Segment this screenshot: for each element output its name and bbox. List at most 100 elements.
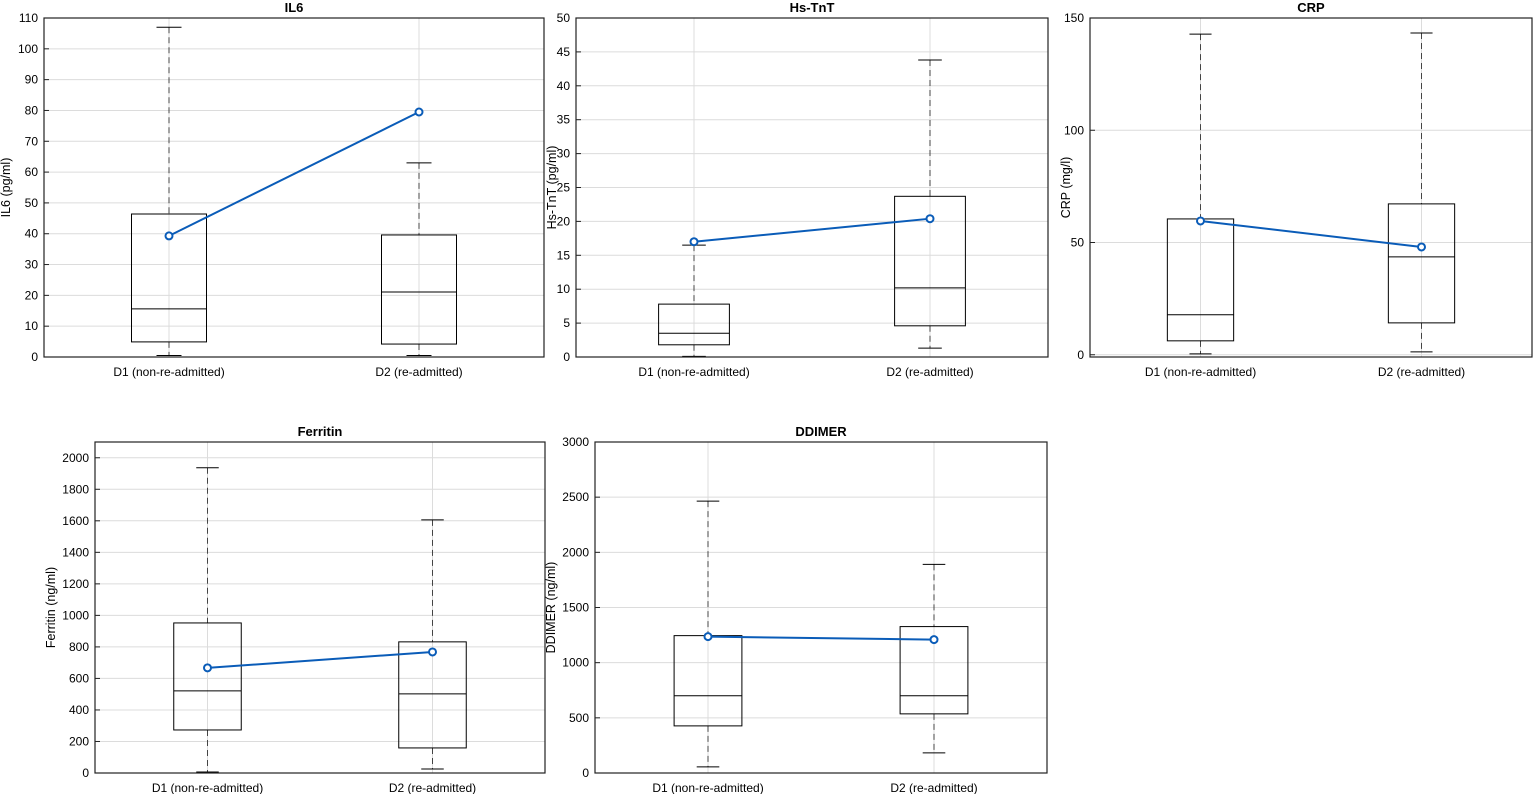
x-tick-label: D1 (non-re-admitted) — [152, 781, 263, 794]
box-2 — [398, 519, 467, 770]
box-2 — [899, 563, 969, 754]
box-iqr — [381, 234, 457, 345]
x-tick-label: D2 (re-admitted) — [389, 781, 476, 794]
chart-title: Ferritin — [298, 424, 343, 439]
y-tick-label: 50 — [1071, 236, 1085, 250]
y-axis-label: CRP (mg/l) — [1059, 157, 1073, 219]
chart-panel-ferritin: 0 200 400 600 800 1000 1200 1400 1600 1800 2000 D1 … — [44, 424, 546, 794]
y-tick-label: 100 — [18, 42, 38, 56]
y-tick-label: 20 — [25, 288, 39, 302]
chart-panel-il6: 0 10 20 30 40 50 60 70 80 90 100 110 D1 (non-re-admi… — [0, 0, 545, 379]
mean-line — [707, 635, 935, 641]
y-tick-label: 20 — [557, 214, 571, 228]
mean-marker — [414, 107, 424, 117]
y-tick-label: 50 — [25, 196, 39, 210]
y-tick-label: 100 — [1064, 123, 1084, 137]
box-1 — [1166, 33, 1235, 355]
box-2 — [381, 162, 457, 356]
axes-frame — [594, 441, 1048, 774]
y-tick-label: 2000 — [562, 545, 589, 559]
y-tick-label: 50 — [557, 11, 571, 25]
y-axis-label: Ferritin (ng/ml) — [44, 567, 58, 648]
box-iqr — [894, 195, 966, 327]
box-iqr — [173, 622, 242, 731]
y-tick-label: 45 — [557, 45, 571, 59]
box-1 — [673, 500, 743, 768]
y-tick-label: 0 — [582, 766, 589, 780]
y-tick-label: 3000 — [562, 435, 589, 449]
y-tick-label: 1200 — [62, 577, 89, 591]
mean-line — [1200, 219, 1422, 248]
y-tick-label: 5 — [563, 316, 570, 330]
y-tick-label: 30 — [25, 258, 39, 272]
y-tick-label: 10 — [25, 319, 39, 333]
y-tick-label: 40 — [557, 79, 571, 93]
mean-marker — [1417, 242, 1426, 252]
x-tick-label: D2 (re-admitted) — [890, 781, 977, 794]
y-tick-label: 40 — [25, 227, 39, 241]
y-tick-label: 500 — [569, 711, 589, 725]
y-tick-label: 35 — [557, 113, 571, 127]
mean-marker — [689, 237, 699, 247]
axes-frame — [1089, 17, 1533, 358]
y-tick-label: 30 — [557, 147, 571, 161]
mean-line — [693, 217, 931, 243]
y-tick-label: 80 — [25, 103, 39, 117]
y-tick-label: 1500 — [562, 601, 589, 615]
chart-title: DDIMER — [795, 424, 847, 439]
y-tick-label: 110 — [19, 11, 38, 25]
box-1 — [173, 467, 242, 773]
x-tick-label: D1 (non-re-admitted) — [652, 781, 763, 794]
y-tick-label: 90 — [25, 73, 39, 87]
chart-title: IL6 — [285, 0, 304, 15]
chart-panel-crp: 0 50 100 150 D1 (non-re-admitted) D2 (re-admi… — [1059, 0, 1533, 379]
y-tick-label: 1400 — [62, 545, 89, 559]
y-axis-label: Hs-TnT (pg/ml) — [545, 146, 559, 230]
box-1 — [658, 244, 730, 357]
chart-panel-ddimer: 0 500 1000 1500 2000 2500 3000 D1 (non-re-admit… — [544, 424, 1048, 794]
y-tick-label: 2000 — [62, 451, 89, 465]
chart-panel-hs-tnt: 0 5 10 15 20 25 30 35 40 45 50 D1 (non-re-admitted)… — [545, 0, 1049, 379]
axes-frame — [43, 17, 545, 358]
y-tick-label: 25 — [557, 181, 571, 195]
box-iqr — [658, 303, 730, 346]
x-tick-label: D2 (re-admitted) — [886, 365, 973, 379]
box-2 — [894, 59, 966, 349]
mean-marker — [1196, 216, 1205, 226]
mean-marker — [428, 647, 437, 657]
mean-line — [207, 650, 433, 669]
y-tick-label: 0 — [82, 766, 89, 780]
y-tick-label: 15 — [557, 248, 571, 262]
mean-marker — [164, 231, 174, 241]
y-tick-label: 400 — [69, 703, 89, 717]
y-tick-label: 2500 — [562, 490, 589, 504]
axes-frame — [575, 17, 1049, 358]
y-tick-label: 10 — [557, 282, 571, 296]
chart-title: Hs-TnT — [790, 0, 835, 15]
y-tick-label: 0 — [31, 350, 38, 364]
y-tick-label: 150 — [1064, 11, 1084, 25]
axes-frame — [94, 441, 546, 774]
y-tick-label: 200 — [69, 734, 89, 748]
y-axis-label: IL6 (pg/ml) — [0, 158, 13, 218]
x-tick-label: D2 (re-admitted) — [1378, 365, 1465, 379]
mean-marker — [929, 635, 939, 645]
x-tick-label: D2 (re-admitted) — [375, 365, 462, 379]
x-tick-label: D1 (non-re-admitted) — [113, 365, 224, 379]
box-iqr — [899, 626, 969, 715]
y-tick-label: 800 — [69, 640, 89, 654]
y-tick-label: 1800 — [62, 482, 89, 496]
y-tick-label: 1600 — [62, 514, 89, 528]
x-tick-label: D1 (non-re-admitted) — [638, 365, 749, 379]
box-iqr — [1387, 203, 1456, 324]
y-tick-label: 0 — [563, 350, 570, 364]
mean-marker — [203, 663, 212, 673]
mean-marker — [925, 214, 935, 224]
y-tick-label: 1000 — [562, 656, 589, 670]
y-tick-label: 0 — [1077, 348, 1084, 362]
x-tick-label: D1 (non-re-admitted) — [1145, 365, 1256, 379]
y-tick-label: 600 — [69, 671, 89, 685]
chart-title: CRP — [1297, 0, 1325, 15]
box-2 — [1387, 32, 1456, 353]
